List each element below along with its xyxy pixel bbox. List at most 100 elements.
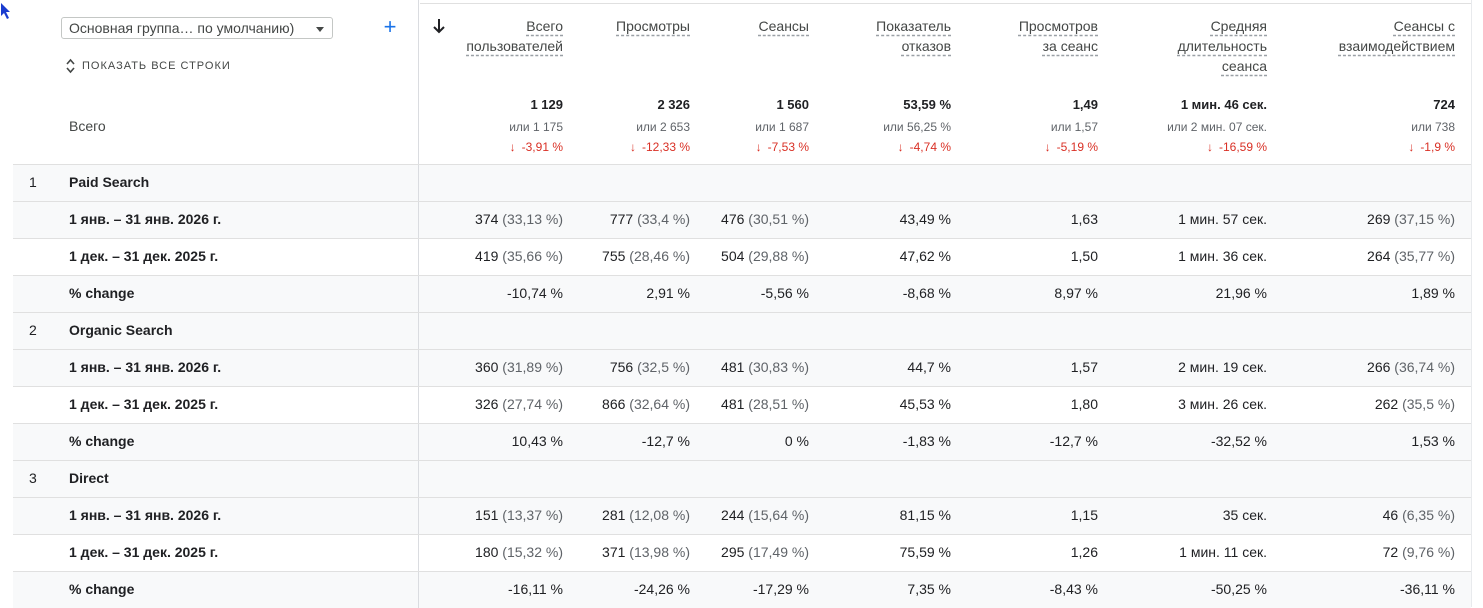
cell-value: -50,25 % (1210, 581, 1267, 597)
total-row-label: Всего (69, 118, 106, 134)
table-cell: 1,50 (1071, 248, 1098, 264)
cell-share: (35,66 %) (498, 248, 563, 264)
cell-value: 151 (475, 507, 499, 523)
cell-value: -8,68 % (902, 285, 951, 301)
cell-share: (12,08 %) (625, 507, 690, 523)
cell-value: 7,35 % (907, 581, 951, 597)
column-divider (418, 535, 419, 571)
arrow-down-icon: ↓ (755, 140, 762, 154)
table-cell: -17,29 % (753, 581, 809, 597)
metric-compare-value: или 2 653 (636, 120, 690, 134)
channel-group-row[interactable]: 3 Direct (13, 460, 1471, 497)
row-label: % change (69, 285, 135, 301)
metric-header[interactable]: Показатель отказов (876, 16, 951, 56)
table-cell: -24,26 % (634, 581, 690, 597)
table-row[interactable]: 1 янв. – 31 янв. 2026 г. 360 (31,89 %) 756… (13, 349, 1471, 386)
table-row[interactable]: 1 дек. – 31 дек. 2025 г. 326 (27,74 %) 866… (13, 386, 1471, 423)
column-divider (418, 572, 419, 608)
channel-group-row[interactable]: 2 Organic Search (13, 312, 1471, 349)
sort-descending-icon[interactable] (431, 17, 447, 35)
metric-header[interactable]: Средняя длительность сеанса (1178, 16, 1267, 76)
arrow-down-icon: ↓ (1206, 140, 1213, 154)
table-cell: 43,49 % (900, 211, 951, 227)
table-cell: -36,11 % (1400, 581, 1455, 597)
metric-header[interactable]: Просмотры (616, 16, 690, 36)
cell-value: 1,89 % (1411, 285, 1455, 301)
row-label: % change (69, 433, 135, 449)
table-row[interactable]: % change 10,43 % -12,7 % 0 % -1,83 % -12,7 % -… (13, 423, 1471, 460)
table-cell: 1,26 (1071, 544, 1098, 560)
table-cell: -12,7 % (1050, 433, 1098, 449)
cell-value: 44,7 % (907, 359, 951, 375)
row-label: 1 янв. – 31 янв. 2026 г. (69, 359, 222, 375)
cell-share: (32,64 %) (625, 396, 690, 412)
cell-value: 866 (602, 396, 626, 412)
dimension-select-value: Основная группа… по умолчанию) (69, 20, 295, 36)
table-cell: -1,83 % (903, 433, 951, 449)
cell-value: 1,15 (1070, 507, 1098, 523)
cell-value: 326 (475, 396, 499, 412)
cell-value: 43,49 % (899, 211, 951, 227)
cell-value: -8,43 % (1049, 581, 1098, 597)
cell-value: 0 % (784, 433, 809, 449)
expand-vertical-icon (66, 58, 75, 74)
metric-change: ↓ -5,19 % (1045, 140, 1098, 154)
metric-header[interactable]: Сеансы с взаимодействием (1339, 16, 1455, 56)
metric-total: 53,59 % (903, 97, 951, 112)
row-label: 1 дек. – 31 дек. 2025 г. (69, 396, 219, 412)
table-row[interactable]: 1 дек. – 31 дек. 2025 г. 180 (15,32 %) 371… (13, 534, 1471, 571)
cell-value: 262 (1374, 396, 1399, 412)
metric-header[interactable]: Сеансы (759, 16, 809, 36)
cell-share: (15,64 %) (744, 507, 809, 523)
table-cell: 419 (35,66 %) (475, 248, 563, 264)
column-divider (418, 276, 419, 312)
cell-value: -12,7 % (641, 433, 690, 449)
cell-share: (13,98 %) (625, 544, 690, 560)
cell-value: 777 (609, 211, 634, 227)
table-cell: 866 (32,64 %) (602, 396, 690, 412)
channel-group-row[interactable]: 1 Paid Search (13, 164, 1471, 201)
metric-header-line: длительность (1177, 38, 1267, 54)
column-divider (418, 461, 419, 497)
dimension-select[interactable]: Основная группа… по умолчанию) (61, 17, 333, 39)
cell-value: 244 (721, 507, 745, 523)
metric-header[interactable]: Всего пользователей (466, 16, 563, 56)
header-top-border (420, 3, 1471, 4)
cell-value: -36,11 % (1400, 581, 1455, 597)
table-row[interactable]: 1 дек. – 31 дек. 2025 г. 419 (35,66 %) 755… (13, 238, 1471, 275)
table-right-border (1471, 0, 1472, 607)
metric-total: 1 мин. 46 сек. (1180, 97, 1267, 112)
table-cell: 360 (31,89 %) (475, 359, 563, 375)
table-cell: 1,57 (1071, 359, 1098, 375)
arrow-down-icon: ↓ (629, 140, 636, 154)
metric-header-line: Сеансы с (1393, 18, 1455, 34)
cell-value: 1,26 (1070, 544, 1098, 560)
metric-change: ↓ -3,91 % (510, 140, 563, 154)
table-row[interactable]: 1 янв. – 31 янв. 2026 г. 151 (13,37 %) 281… (13, 497, 1471, 534)
table-cell: 1,89 % (1411, 285, 1455, 301)
column-divider (418, 165, 419, 201)
table-cell: 755 (28,46 %) (602, 248, 690, 264)
table-cell: 481 (28,51 %) (721, 396, 809, 412)
cell-value: 1 мин. 36 сек. (1178, 248, 1267, 264)
mouse-cursor-icon (1, 3, 10, 19)
metric-header-line: Всего (526, 18, 563, 34)
table-cell: 8,97 % (1054, 285, 1098, 301)
table-row[interactable]: % change -16,11 % -24,26 % -17,29 % 7,35 % -8… (13, 571, 1471, 608)
cell-value: 46 (1382, 507, 1399, 523)
metric-change-value: -3,91 % (521, 140, 563, 154)
row-label: 1 дек. – 31 дек. 2025 г. (69, 544, 219, 560)
table-cell: 44,7 % (907, 359, 951, 375)
metric-change-value: -16,59 % (1218, 140, 1267, 154)
show-all-rows-button[interactable]: ПОКАЗАТЬ ВСЕ СТРОКИ (66, 58, 231, 74)
table-row[interactable]: 1 янв. – 31 янв. 2026 г. 374 (33,13 %) 777… (13, 201, 1471, 238)
table-cell: -16,11 % (508, 581, 563, 597)
metric-compare-value: или 2 мин. 07 сек. (1167, 120, 1267, 134)
metric-change: ↓ -1,9 % (1408, 140, 1455, 154)
row-index: 3 (29, 470, 37, 486)
table-row[interactable]: % change -10,74 % 2,91 % -5,56 % -8,68 % 8,97… (13, 275, 1471, 312)
metric-header[interactable]: Просмотров за сеанс (1019, 16, 1098, 56)
channel-name: Direct (69, 470, 109, 486)
add-dimension-button[interactable]: + (381, 15, 399, 39)
plus-icon: + (383, 14, 397, 39)
